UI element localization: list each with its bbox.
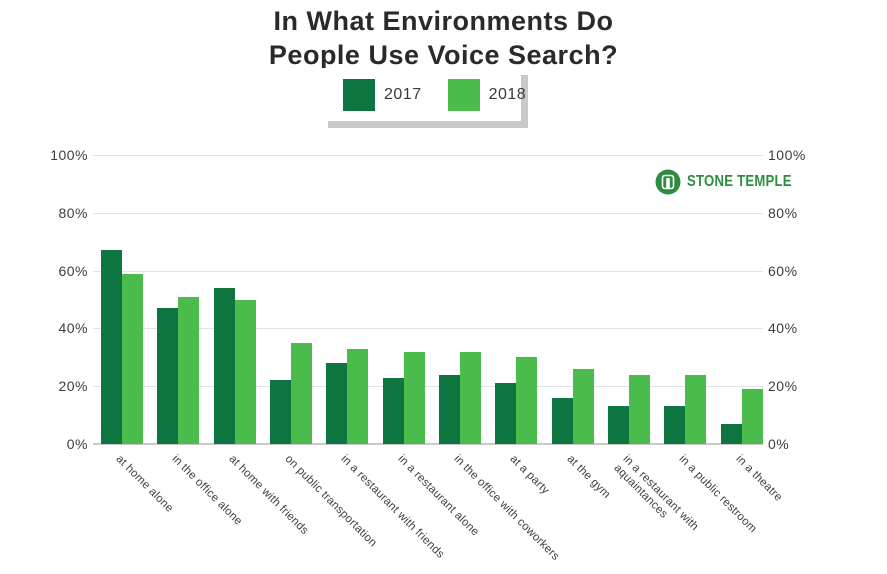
bar-2017-on-public-transportation [269,380,291,444]
bar-2017-in-a-restaurant-with-aquaintances [607,406,629,444]
xlabel-at-a-party: at a party [507,453,552,497]
xlabel-at-the-gym: at the gym [564,453,613,501]
bar-2018-at-a-party [516,357,538,444]
ytick-right-20%: 20% [768,378,798,395]
legend-item-2018: 2018 [447,78,527,111]
bar-2017-at-a-party [495,383,517,444]
gridline-80% [93,212,763,214]
ytick-right-100%: 100% [768,147,806,163]
legend-label-2017: 2017 [384,85,422,103]
brand-name: STONE TEMPLE [687,173,792,190]
ytick-left-60%: 60% [58,262,88,279]
legend: 2017 2018 [321,68,526,121]
bar-2018-in-a-restaurant-alone [403,351,425,444]
ytick-left-100%: 100% [50,147,88,163]
bar-2017-in-a-restaurant-alone [382,377,404,444]
legend-swatch-2017 [343,78,375,111]
bar-2018-at-the-gym [572,368,594,444]
bar-2017-in-a-theatre [720,423,742,444]
gridline-100% [93,155,763,156]
stone-temple-logo: STONE TEMPLE [655,169,815,195]
bar-2018-in-a-theatre [741,389,763,444]
ytick-left-40%: 40% [58,320,88,337]
bar-2017-in-a-restaurant-with-friends [326,363,348,444]
bar-2018-in-a-public-restroom [685,374,707,444]
ytick-right-0%: 0% [768,436,790,452]
xlabel-in-a-restaurant-with-friends: in a restaurant with friends [338,453,447,561]
bar-2017-at-the-gym [551,397,573,444]
bar-2018-in-a-restaurant-with-aquaintances [628,374,650,444]
bar-2017-at-home-alone [101,250,122,444]
gridline-20% [93,386,763,388]
bar-2018-in-the-office-alone [178,296,200,444]
x-axis-line [93,443,763,445]
ytick-right-60%: 60% [768,262,798,279]
ytick-left-0%: 0% [66,436,88,452]
bar-2017-in-the-office-with-coworkers [438,374,460,444]
xlabel-in-a-theatre: in a theatre [733,453,785,504]
ytick-right-40%: 40% [768,320,798,337]
bar-2018-on-public-transportation [290,342,312,444]
bar-2018-in-the-office-with-coworkers [459,351,481,444]
ytick-right-80%: 80% [768,204,798,221]
legend-swatch-2018 [447,78,480,111]
legend-label-2018: 2018 [488,85,527,103]
stone-temple-icon [655,169,681,195]
gridline-60% [93,270,763,272]
chart-title: In What Environments Do People Use Voice… [268,6,619,70]
gridline-40% [93,328,763,330]
bar-2018-in-a-restaurant-with-friends [347,348,369,444]
xlabel-on-public-transportation: on public transportation [282,453,379,550]
bar-2017-in-the-office-alone [157,308,179,444]
bar-2018-at-home-alone [122,273,143,444]
xlabel-at-home-alone: at home alone [113,453,176,515]
ytick-left-20%: 20% [58,378,88,395]
xlabel-in-the-office-with-coworkers: in the office with coworkers [451,453,562,563]
ytick-left-80%: 80% [58,204,88,221]
bar-2017-at-home-with-friends [213,287,235,444]
bar-2018-at-home-with-friends [234,299,256,444]
legend-item-2017: 2017 [343,78,422,111]
plot-area [93,155,763,445]
bar-2017-in-a-public-restroom [664,406,686,444]
